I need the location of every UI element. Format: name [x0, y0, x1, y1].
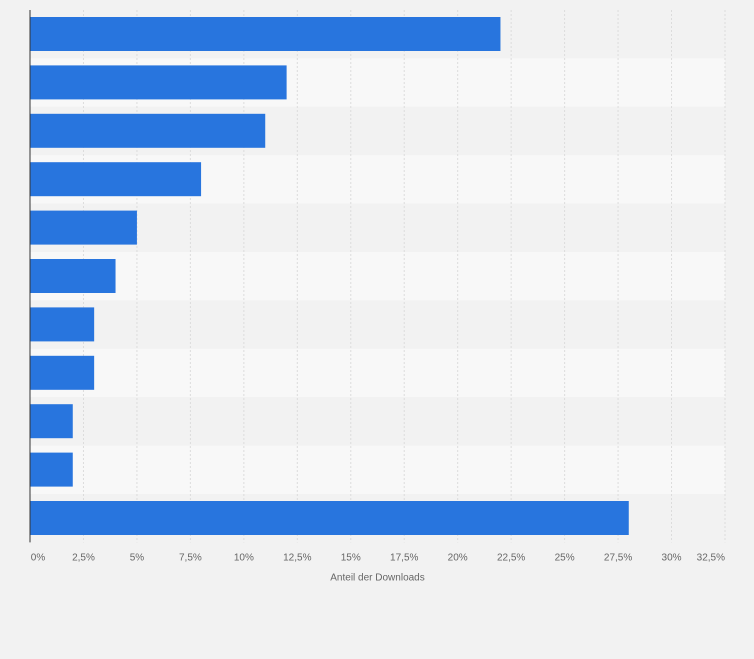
- row-band: [30, 252, 725, 301]
- row-band: [30, 203, 725, 252]
- x-tick-label: 10%: [234, 552, 254, 563]
- x-tick-label: 32,5%: [697, 552, 725, 563]
- row-band: [30, 445, 725, 494]
- row-band: [30, 397, 725, 446]
- x-tick-label: 20%: [448, 552, 468, 563]
- x-tick-label: 0%: [31, 552, 46, 563]
- row-bands: [30, 10, 725, 543]
- bars: [30, 17, 629, 535]
- x-tick-label: 15%: [341, 552, 361, 563]
- x-tick-label: 27,5%: [604, 552, 632, 563]
- bar[interactable]: [30, 259, 116, 293]
- x-tick-label: 7,5%: [179, 552, 202, 563]
- x-tick-label: 25%: [555, 552, 575, 563]
- x-tick-label: 2,5%: [72, 552, 95, 563]
- x-tick-label: 12,5%: [283, 552, 311, 563]
- x-axis-title: Anteil der Downloads: [330, 572, 425, 583]
- x-tick-labels: 0% 2,5% 5% 7,5% 10% 12,5% 15% 17,5% 20% 22,5% 25% 2…: [31, 552, 725, 563]
- x-tick-label: 22,5%: [497, 552, 525, 563]
- bar[interactable]: [30, 355, 95, 390]
- row-band: [30, 348, 725, 398]
- bar[interactable]: [30, 404, 73, 439]
- bar[interactable]: [30, 162, 202, 197]
- bar[interactable]: [30, 501, 629, 535]
- bar[interactable]: [30, 452, 73, 487]
- row-band: [30, 300, 725, 349]
- bar[interactable]: [30, 307, 95, 342]
- x-tick-label: 17,5%: [390, 552, 418, 563]
- bar[interactable]: [30, 65, 287, 100]
- bar[interactable]: [30, 17, 501, 51]
- bar[interactable]: [30, 210, 137, 245]
- x-tick-label: 30%: [662, 552, 682, 563]
- x-tick-label: 5%: [130, 552, 145, 563]
- bar[interactable]: [30, 113, 266, 148]
